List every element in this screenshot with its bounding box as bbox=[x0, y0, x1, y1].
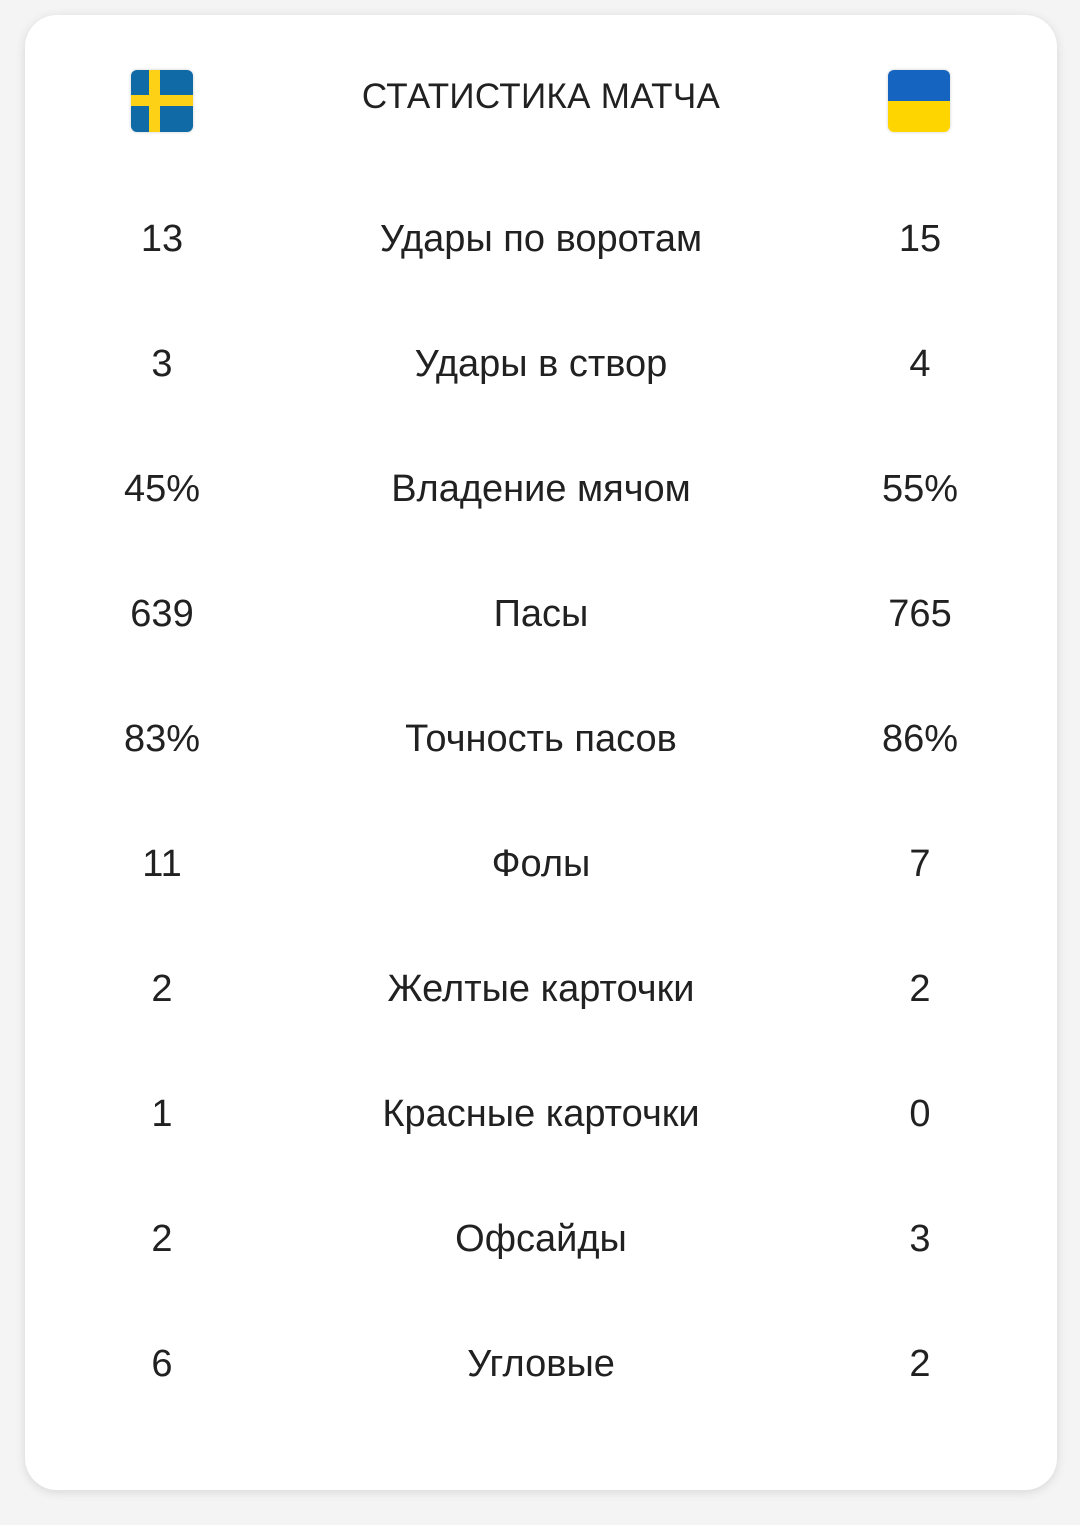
stat-row: 1 Красные карточки 0 bbox=[25, 1084, 1057, 1144]
stat-row: 2 Желтые карточки 2 bbox=[25, 959, 1057, 1019]
stat-label: Удары по воротам bbox=[379, 218, 703, 260]
away-value: 86% bbox=[881, 718, 959, 760]
home-value: 2 bbox=[151, 968, 173, 1010]
stat-row: 2 Офсайды 3 bbox=[25, 1209, 1057, 1269]
home-value: 13 bbox=[140, 218, 184, 260]
stat-label: Владение мячом bbox=[391, 468, 691, 510]
home-value: 6 bbox=[151, 1343, 173, 1385]
away-value: 2 bbox=[909, 1343, 931, 1385]
stat-label: Пасы bbox=[493, 593, 589, 635]
ukraine-flag-icon bbox=[888, 70, 950, 132]
home-value: 3 bbox=[151, 343, 173, 385]
stat-row: 45% Владение мячом 55% bbox=[25, 459, 1057, 519]
home-value: 1 bbox=[151, 1093, 173, 1135]
away-value: 765 bbox=[888, 593, 952, 635]
away-value: 0 bbox=[909, 1093, 931, 1135]
stat-row: 639 Пасы 765 bbox=[25, 584, 1057, 644]
home-value: 2 bbox=[151, 1218, 173, 1260]
away-value: 4 bbox=[909, 343, 931, 385]
home-value: 11 bbox=[142, 843, 182, 885]
stat-row: 11 Фолы 7 bbox=[25, 834, 1057, 894]
match-stats-card: СТАТИСТИКА МАТЧА 13 Удары по воротам 15 3 Уд… bbox=[25, 15, 1057, 1490]
home-value: 83% bbox=[123, 718, 201, 760]
home-value: 639 bbox=[130, 593, 194, 635]
stat-label: Фолы bbox=[491, 843, 591, 885]
stat-label: Удары в створ bbox=[414, 343, 668, 385]
stat-row: 83% Точность пасов 86% bbox=[25, 709, 1057, 769]
home-value: 45% bbox=[123, 468, 201, 510]
stat-label: Красные карточки bbox=[382, 1093, 700, 1135]
away-value: 7 bbox=[909, 843, 931, 885]
stat-row: 3 Удары в створ 4 bbox=[25, 334, 1057, 394]
stat-row: 13 Удары по воротам 15 bbox=[25, 209, 1057, 269]
stat-label: Точность пасов bbox=[405, 718, 677, 760]
stat-row: 6 Угловые 2 bbox=[25, 1334, 1057, 1394]
away-value: 3 bbox=[909, 1218, 931, 1260]
stat-label: Угловые bbox=[467, 1343, 615, 1385]
away-value: 15 bbox=[898, 218, 942, 260]
stat-label: Офсайды bbox=[455, 1218, 627, 1260]
page-title: СТАТИСТИКА МАТЧА bbox=[361, 77, 721, 116]
away-value: 55% bbox=[881, 468, 959, 510]
stat-label: Желтые карточки bbox=[387, 968, 695, 1010]
sweden-flag-icon bbox=[131, 70, 193, 132]
away-value: 2 bbox=[909, 968, 931, 1010]
